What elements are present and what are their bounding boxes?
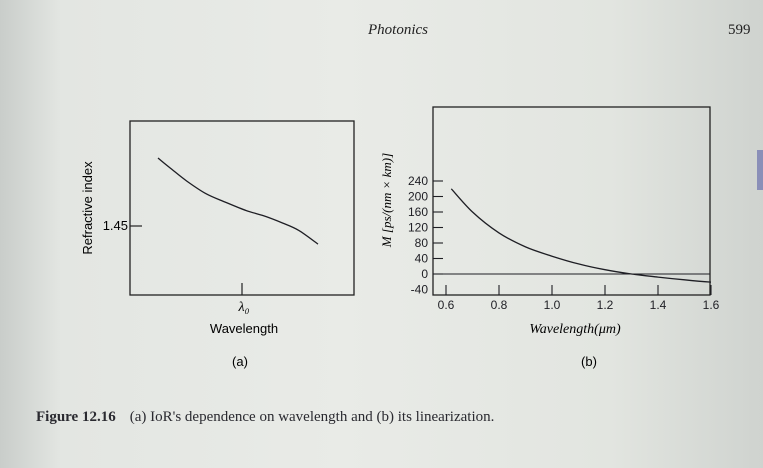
figure-caption: Figure 12.16 (a) IoR's dependence on wave… xyxy=(36,409,494,426)
chart-a-x-axis-label: Wavelength xyxy=(210,321,278,336)
page-header: Photonics 599 xyxy=(0,22,763,42)
running-title: Photonics xyxy=(368,22,428,38)
caption-text: (a) IoR's dependence on wavelength and (… xyxy=(129,409,495,425)
chart-b-x-tick-label: 0.6 xyxy=(438,298,455,312)
chart-b-x-tick-label: 1.0 xyxy=(544,298,561,312)
chart-b-y-tick-label: 120 xyxy=(408,221,428,235)
chart-b-x-tick-label: 1.6 xyxy=(703,298,720,312)
chart-a-frame xyxy=(129,120,355,296)
chart-b-y-tick-label: -40 xyxy=(411,283,429,297)
chart-b-y-tick-label: 0 xyxy=(421,267,428,281)
chart-b-dispersion: M [ps/(nm × km)] Wavelength(μm) (b) -40 0… xyxy=(379,106,720,369)
caption-figure-label: Figure 12.16 xyxy=(36,409,116,425)
chart-b-x-tick-label: 1.4 xyxy=(650,298,667,312)
chart-b-sublabel: (b) xyxy=(581,354,597,369)
chart-b-y-tick-label: 160 xyxy=(408,205,428,219)
chart-b-y-axis-label: M [ps/(nm × km)] xyxy=(379,153,394,248)
chart-b-x-tick-label: 0.8 xyxy=(491,298,508,312)
page-edge-tab xyxy=(757,150,763,190)
chart-b-x-tick-label: 1.2 xyxy=(597,298,614,312)
chart-a-x-tick-label: λ₀ xyxy=(238,300,250,315)
page-number: 599 xyxy=(728,22,751,38)
chart-a-series-line xyxy=(157,157,319,245)
chart-a-sublabel: (a) xyxy=(232,354,248,369)
chart-b-y-tick-label: 200 xyxy=(408,190,428,204)
chart-a-refractive-index: Refractive index 1.45 λ₀ Wavelength (a) xyxy=(80,120,355,369)
chart-a-y-axis-label: Refractive index xyxy=(80,161,95,255)
chart-b-y-tick-label: 240 xyxy=(408,174,428,188)
chart-b-x-axis-label: Wavelength(μm) xyxy=(529,322,621,337)
chart-b-y-tick-label: 80 xyxy=(415,236,429,250)
chart-b-y-tick-label: 40 xyxy=(415,252,429,266)
chart-b-frame xyxy=(432,106,711,296)
chart-a-y-tick-label: 1.45 xyxy=(103,218,128,233)
chart-b-series-line xyxy=(450,188,712,283)
